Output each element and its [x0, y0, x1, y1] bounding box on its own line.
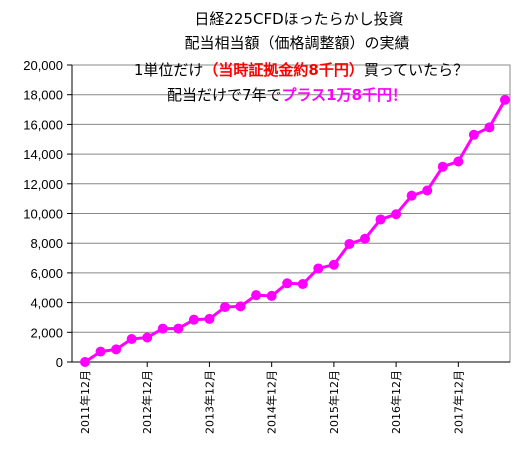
x-tick-label: 2017年12月: [451, 370, 465, 434]
y-tick-label: 20,000: [23, 58, 63, 73]
y-tick-label: 0: [56, 355, 63, 370]
data-point: [126, 333, 137, 344]
data-point: [235, 301, 246, 312]
data-point: [344, 238, 355, 249]
y-tick-label: 6,000: [30, 266, 63, 281]
y-tick-label: 12,000: [23, 177, 63, 192]
data-point: [80, 357, 90, 367]
data-point: [297, 279, 308, 290]
data-point: [313, 263, 324, 274]
data-point: [282, 278, 293, 289]
annotation-line-2-prefix: 配当だけで7年で: [167, 86, 282, 104]
data-point: [328, 259, 339, 270]
data-point: [406, 190, 417, 201]
y-tick-label: 10,000: [23, 207, 63, 222]
data-point: [500, 94, 510, 105]
data-point: [157, 323, 168, 334]
data-point: [204, 313, 215, 324]
data-point: [266, 290, 277, 301]
data-point: [111, 344, 122, 355]
data-point: [375, 214, 386, 225]
data-point: [142, 332, 153, 343]
data-point: [95, 346, 106, 357]
data-point: [422, 185, 433, 196]
data-point: [173, 323, 184, 334]
y-tick-label: 16,000: [23, 117, 63, 132]
annotation-line-1-highlight: （当時証拠金約8千円）: [203, 61, 363, 79]
x-tick-label: 2013年12月: [202, 370, 216, 434]
data-point: [251, 290, 262, 301]
chart-title-line-1: 日経225CFDほったらかし投資: [194, 10, 403, 28]
y-tick-label: 8,000: [30, 236, 63, 251]
data-point: [453, 156, 464, 167]
x-tick-label: 2016年12月: [389, 370, 403, 434]
annotation-line-2: 配当だけで7年でプラス1万8千円！: [167, 86, 407, 104]
series-line: [84, 99, 507, 364]
chart-title-line-2: 配当相当額（価格調整額）の実績: [184, 34, 409, 52]
y-tick-label: 14,000: [23, 147, 63, 162]
data-point: [360, 233, 370, 244]
data-point: [188, 314, 199, 325]
annotation-line-1: 1単位だけ（当時証拠金約8千円）買っていたら？: [134, 61, 468, 79]
x-tick-label: 2015年12月: [327, 370, 341, 434]
y-tick-label: 2,000: [30, 325, 63, 340]
data-point: [220, 302, 230, 313]
annotation-line-1-suffix: 買っていたら？: [364, 61, 468, 79]
x-tick-label: 2014年12月: [265, 370, 279, 434]
data-point: [484, 122, 495, 133]
annotation-line-2-highlight: プラス1万8千円！: [281, 86, 407, 104]
y-tick-label: 18,000: [23, 88, 63, 103]
x-tick-label: 2011年12月: [78, 370, 92, 434]
x-tick-label: 2012年12月: [140, 370, 154, 434]
data-point: [468, 129, 479, 140]
data-point: [437, 161, 448, 172]
y-tick-label: 4,000: [30, 296, 63, 311]
annotation-line-1-prefix: 1単位だけ: [134, 61, 204, 79]
data-point: [391, 209, 402, 220]
